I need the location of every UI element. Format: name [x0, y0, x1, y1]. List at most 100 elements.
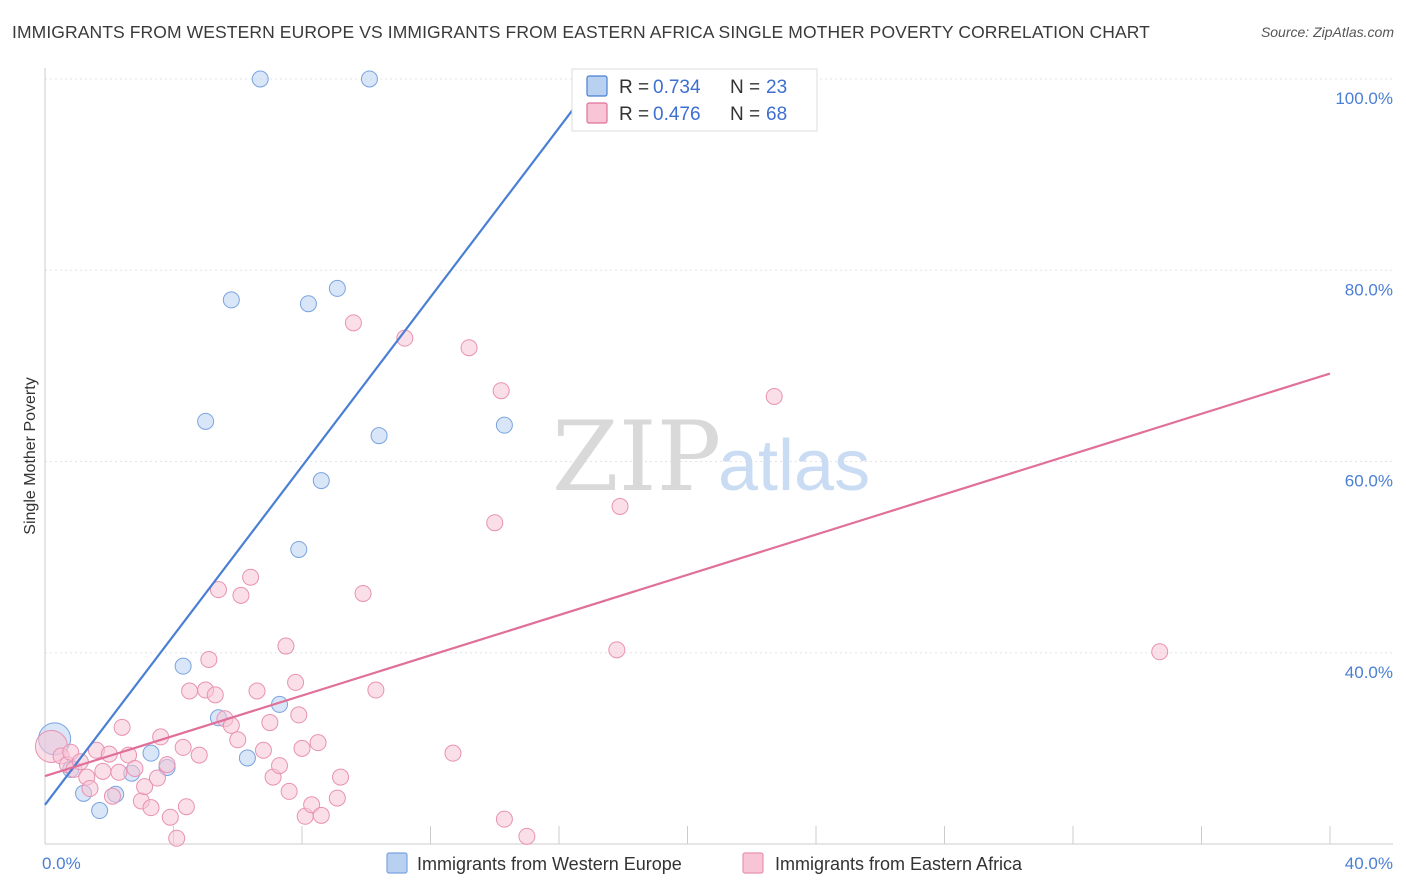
point-eastern-africa [765, 387, 783, 405]
point-eastern-africa [518, 827, 536, 845]
point-western-europe [238, 749, 256, 767]
point-eastern-africa [158, 756, 176, 774]
legend-swatch-eastern-africa [742, 852, 764, 874]
stats-n-value-western-europe: 23 [766, 77, 787, 98]
point-eastern-africa [277, 637, 295, 655]
point-western-europe [299, 295, 317, 313]
point-western-europe [312, 472, 330, 490]
trend-line-eastern-africa [44, 372, 1331, 778]
watermark-atlas: atlas [718, 426, 870, 506]
point-eastern-africa [200, 650, 218, 668]
point-eastern-africa [460, 339, 478, 357]
point-eastern-africa [177, 798, 195, 816]
x-tick-label: 40.0% [1345, 854, 1393, 873]
point-western-europe [222, 291, 240, 309]
point-western-europe [370, 427, 388, 445]
gridlines [45, 78, 1393, 654]
point-eastern-africa [206, 686, 224, 704]
stats-r-label-eastern-africa: R = [619, 104, 649, 125]
point-eastern-africa [110, 763, 128, 781]
y-tick-label: 100.0% [1335, 89, 1393, 108]
chart-title: IMMIGRANTS FROM WESTERN EUROPE VS IMMIGR… [12, 22, 1150, 42]
point-eastern-africa [328, 789, 346, 807]
point-eastern-africa [312, 806, 330, 824]
legend-label-eastern-africa: Immigrants from Eastern Africa [775, 854, 1023, 874]
point-eastern-africa [248, 682, 266, 700]
stats-n-label-eastern-africa: N = [730, 104, 760, 125]
point-eastern-africa [293, 739, 311, 757]
point-western-europe [91, 802, 109, 820]
legend: Immigrants from Western Europe Immigrant… [386, 852, 1023, 874]
watermark-zip: ZIP [552, 401, 721, 513]
point-eastern-africa [367, 681, 385, 699]
point-eastern-africa [113, 718, 131, 736]
point-western-europe [251, 70, 269, 88]
watermark: ZIP atlas [552, 401, 870, 513]
point-eastern-africa [309, 734, 327, 752]
point-western-europe [142, 744, 160, 762]
point-eastern-africa [444, 744, 462, 762]
point-eastern-africa [280, 782, 298, 800]
point-western-europe [495, 416, 513, 434]
point-eastern-africa [332, 768, 350, 786]
point-eastern-africa [232, 586, 250, 604]
point-eastern-africa [254, 741, 272, 759]
point-western-europe [197, 412, 215, 430]
point-eastern-africa [168, 829, 186, 847]
point-eastern-africa [242, 568, 260, 586]
point-western-europe [174, 657, 192, 675]
point-eastern-africa [190, 746, 208, 764]
point-eastern-africa [290, 706, 308, 724]
point-eastern-africa [81, 780, 99, 798]
tick-labels: 40.0% 60.0% 80.0% 100.0% 0.0% 40.0% [42, 89, 1393, 873]
stats-box: R = 0.734 N = 23 R = 0.476 N = 68 [571, 68, 818, 132]
point-eastern-africa [287, 673, 305, 691]
point-eastern-africa [344, 314, 362, 332]
point-eastern-africa [303, 796, 321, 814]
legend-swatch-western-europe [386, 852, 408, 874]
point-eastern-africa [148, 769, 166, 787]
stats-swatch-western-europe [586, 75, 608, 97]
point-eastern-africa [608, 641, 626, 659]
stats-r-label-western-europe: R = [619, 77, 649, 98]
point-western-europe [290, 540, 308, 558]
point-eastern-africa [209, 581, 227, 599]
point-eastern-africa [161, 808, 179, 826]
stats-box-frame [571, 68, 818, 132]
point-eastern-africa [1151, 643, 1169, 661]
y-axis-title: Single Mother Poverty [22, 377, 39, 534]
point-eastern-africa [271, 757, 289, 775]
chart-source: Source: ZipAtlas.com [1260, 24, 1394, 40]
point-eastern-africa [486, 514, 504, 532]
point-eastern-africa [94, 762, 112, 780]
point-eastern-africa [261, 714, 279, 732]
x-tick-label: 0.0% [42, 854, 81, 873]
point-eastern-africa [611, 497, 629, 515]
stats-swatch-eastern-africa [586, 102, 608, 124]
point-eastern-africa [229, 731, 247, 749]
point-eastern-africa [492, 382, 510, 400]
point-eastern-africa [495, 810, 513, 828]
point-eastern-africa [181, 682, 199, 700]
trend-line-western-europe [44, 76, 599, 806]
y-tick-label: 60.0% [1345, 472, 1393, 491]
point-western-europe [360, 70, 378, 88]
legend-label-western-europe: Immigrants from Western Europe [417, 854, 682, 874]
point-eastern-africa [136, 778, 154, 796]
stats-n-value-eastern-africa: 68 [766, 104, 787, 125]
point-eastern-africa [142, 799, 160, 817]
point-eastern-africa [103, 787, 121, 805]
stats-n-label-western-europe: N = [730, 77, 760, 98]
trend-lines [44, 76, 1331, 806]
scatter-points [34, 70, 1169, 847]
y-tick-label: 40.0% [1345, 663, 1393, 682]
axes [44, 68, 1393, 845]
y-tick-label: 80.0% [1345, 280, 1393, 299]
point-western-europe [328, 279, 346, 297]
stats-r-value-eastern-africa: 0.476 [653, 104, 701, 125]
point-eastern-africa [354, 584, 372, 602]
point-eastern-africa [126, 759, 144, 777]
stats-r-value-western-europe: 0.734 [653, 77, 701, 98]
point-eastern-africa [174, 738, 192, 756]
